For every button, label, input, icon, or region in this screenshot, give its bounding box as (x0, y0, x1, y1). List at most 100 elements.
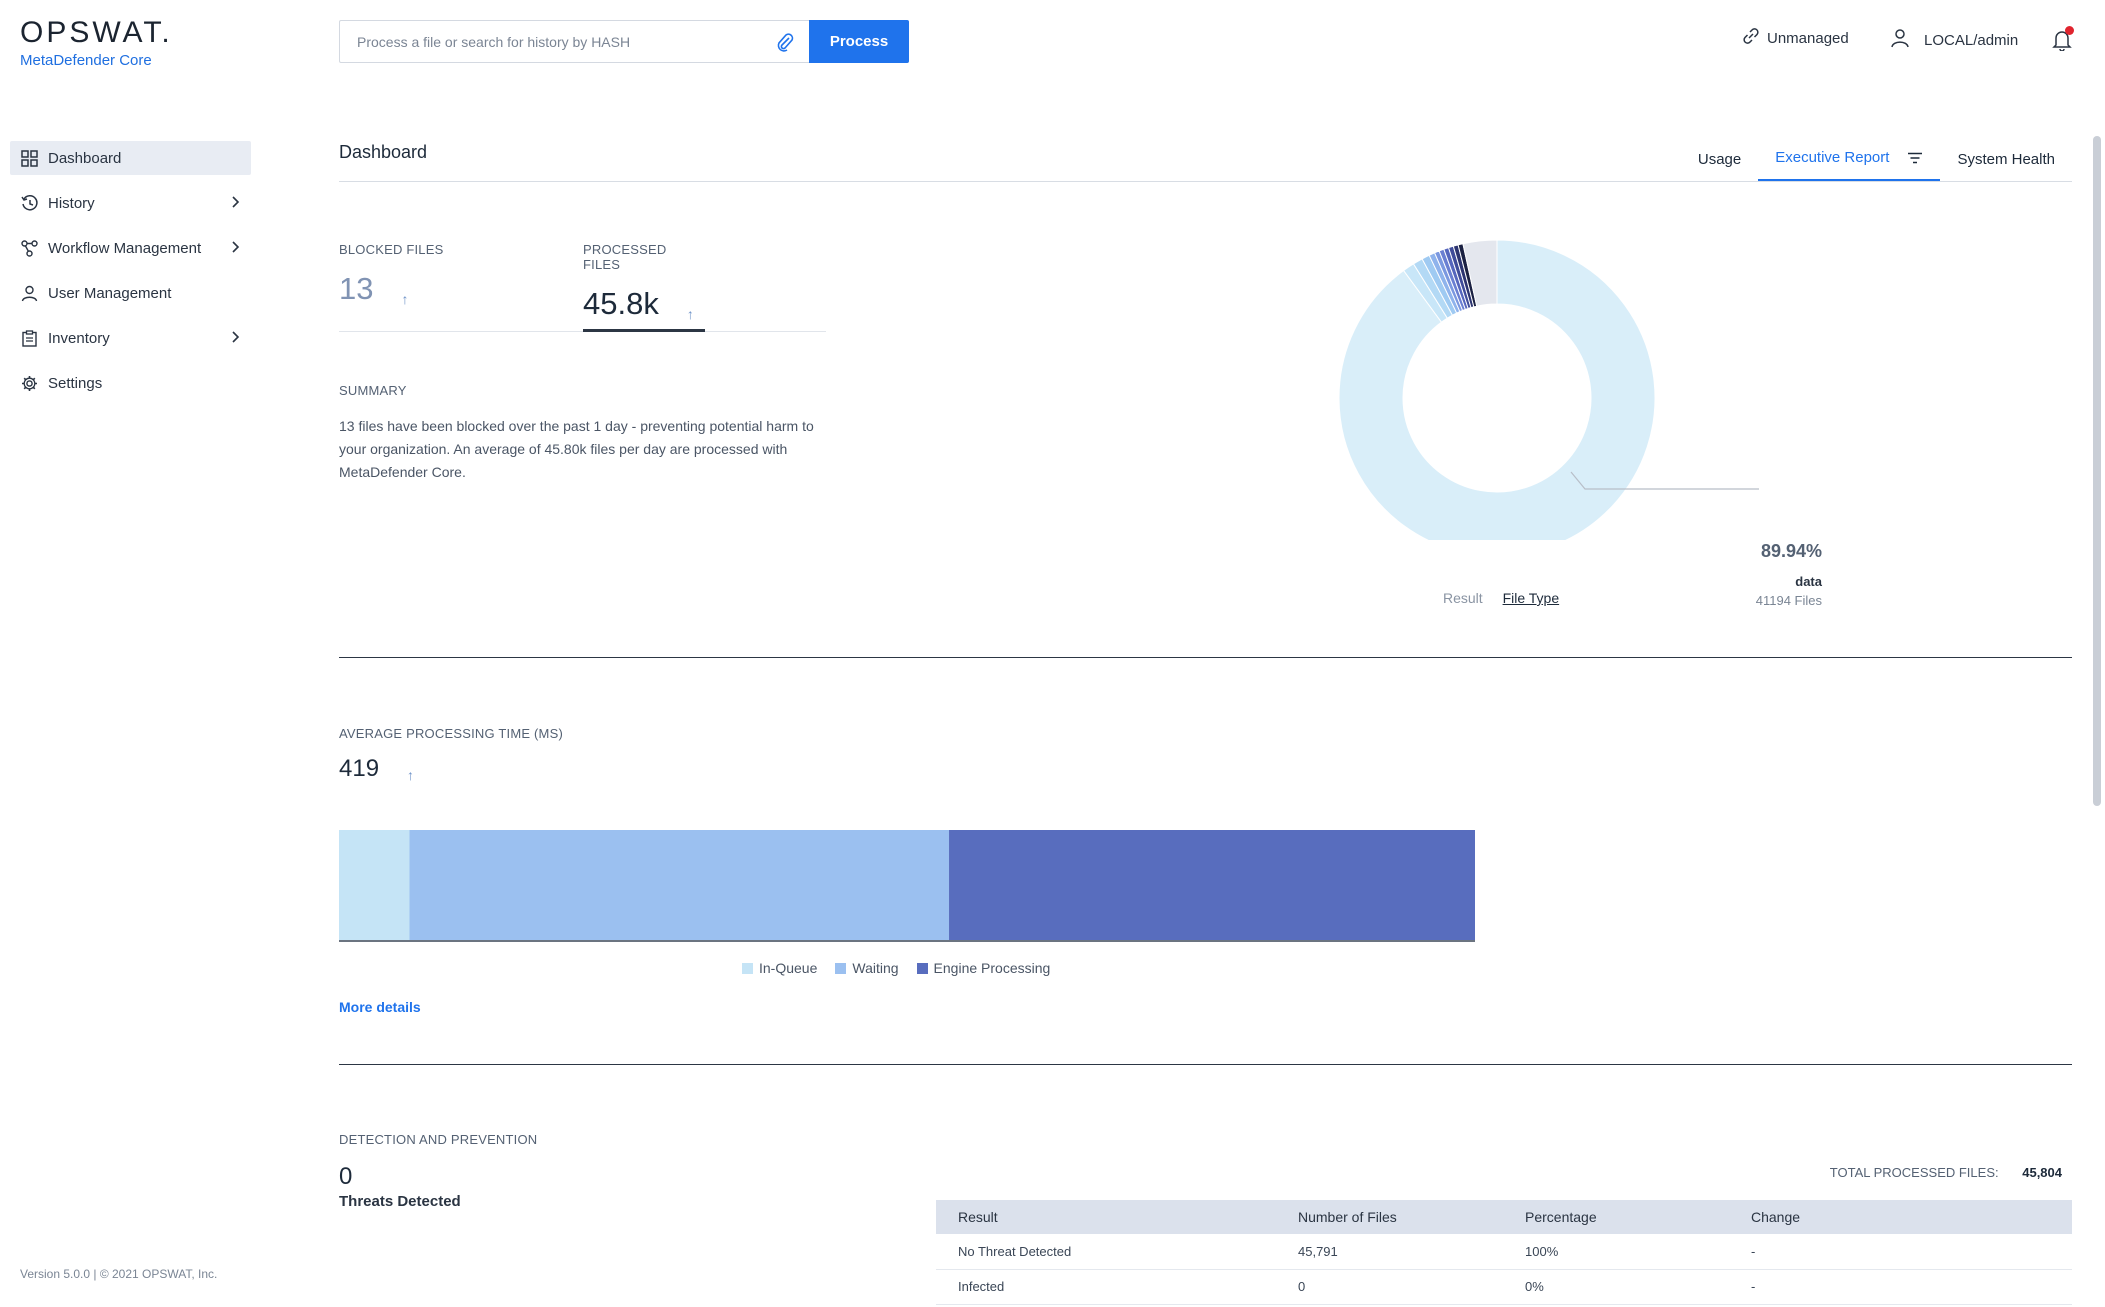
arrow-up-icon: ↑ (407, 767, 415, 783)
processing-legend: In-Queue Waiting Engine Processing (742, 960, 1068, 976)
paperclip-icon[interactable] (775, 32, 795, 55)
link-icon (1743, 28, 1759, 48)
notification-badge (2065, 26, 2074, 35)
workflow-icon (20, 239, 38, 257)
processing-label: AVERAGE PROCESSING TIME (MS) (339, 726, 563, 741)
threats-label: Threats Detected (339, 1193, 461, 1210)
total-processed: TOTAL PROCESSED FILES: 45,804 (1830, 1165, 2062, 1180)
callout-label: data (1795, 574, 1822, 589)
product-name: MetaDefender Core (20, 52, 152, 69)
legend-waiting: Waiting (835, 960, 899, 976)
donut-callout-detail: data 41194 Files (1739, 574, 1822, 608)
section-divider (339, 1064, 2072, 1065)
tab-usage[interactable]: Usage (1697, 150, 1742, 168)
chevron-right-icon (231, 330, 241, 348)
bar-segment-waiting[interactable] (409, 830, 950, 940)
filter-icon[interactable] (1907, 152, 1923, 164)
column-header[interactable]: Change (1729, 1200, 2072, 1234)
bar-segment-engine-processing[interactable] (949, 830, 1475, 940)
page-title: Dashboard (339, 142, 428, 162)
gear-icon (20, 374, 38, 392)
table-header-row: Result Number of Files Percentage Change (936, 1200, 2072, 1234)
kpi-blocked-files[interactable]: BLOCKED FILES 13 ↑ (339, 242, 579, 307)
callout-percent: 89.94% (1760, 541, 1822, 561)
donut-callout: 89.94% (1739, 541, 1822, 562)
legend-engine-processing: Engine Processing (916, 960, 1051, 976)
summary-section: SUMMARY 13 files have been blocked over … (339, 383, 829, 484)
table-row[interactable]: Infected 0 0% - (936, 1269, 2072, 1305)
bell-icon (2052, 26, 2074, 55)
legend-in-queue: In-Queue (742, 960, 817, 976)
summary-label: SUMMARY (339, 383, 407, 398)
arrow-up-icon: ↑ (401, 291, 409, 307)
processing-time-section: AVERAGE PROCESSING TIME (MS) 419 ↑ (339, 726, 563, 783)
sidebar-item-workflow-management[interactable]: Workflow Management (10, 231, 251, 265)
section-divider (339, 657, 2072, 658)
file-type-donut-chart (1339, 240, 1759, 540)
user-menu[interactable]: LOCAL/admin (1890, 28, 2018, 52)
kpi-divider (339, 331, 826, 332)
kpi-label: BLOCKED FILES (339, 242, 444, 257)
search-input[interactable] (357, 33, 767, 50)
sidebar-item-label: Settings (48, 374, 103, 392)
cell-result: Infected (936, 1269, 1276, 1305)
processing-value: 419 (339, 755, 380, 782)
arrow-up-icon: ↑ (686, 306, 694, 322)
history-icon (20, 194, 38, 212)
threats-value: 0 (339, 1163, 353, 1190)
header-divider (339, 181, 2072, 182)
column-header[interactable]: Result (936, 1200, 1276, 1234)
sidebar-item-label: Workflow Management (48, 239, 202, 257)
process-button[interactable]: Process (809, 20, 909, 63)
toggle-file-type[interactable]: File Type (1502, 590, 1560, 606)
detection-table: Result Number of Files Percentage Change… (936, 1200, 2072, 1305)
brand-logo[interactable]: OPSWAT. MetaDefender Core (20, 16, 173, 69)
column-header[interactable]: Percentage (1503, 1200, 1729, 1234)
notifications-button[interactable] (2052, 26, 2074, 55)
cell-result: No Threat Detected (936, 1234, 1276, 1270)
sidebar-item-label: User Management (48, 284, 172, 302)
processing-time-stacked-bar (339, 830, 1475, 942)
cell-percent: 100% (1503, 1234, 1729, 1270)
grid-icon (20, 149, 38, 167)
cell-change: - (1729, 1234, 2072, 1270)
sidebar-item-dashboard[interactable]: Dashboard (10, 141, 251, 175)
sidebar-item-history[interactable]: History (10, 186, 251, 220)
table-row[interactable]: No Threat Detected 45,791 100% - (936, 1234, 2072, 1270)
tab-executive-report[interactable]: Executive Report (1758, 136, 1941, 182)
legend-label: In-Queue (759, 960, 818, 976)
tab-system-health[interactable]: System Health (1957, 150, 2055, 168)
cell-change: - (1729, 1269, 2072, 1305)
sidebar-item-inventory[interactable]: Inventory (10, 321, 251, 355)
callout-files: 41194 Files (1755, 593, 1822, 608)
bar-segment-in-queue[interactable] (339, 830, 410, 940)
sidebar-item-label: Dashboard (48, 149, 122, 167)
legend-label: Waiting (852, 960, 899, 976)
cell-percent: 0% (1503, 1269, 1729, 1305)
brand-name: OPSWAT. (20, 16, 173, 49)
more-details-link[interactable]: More details (339, 999, 421, 1015)
kpi-label: PROCESSED FILES (583, 242, 667, 272)
sidebar-item-settings[interactable]: Settings (10, 366, 251, 400)
sidebar-item-label: History (48, 194, 95, 212)
version-footer: Version 5.0.0 | © 2021 OPSWAT, Inc. (20, 1267, 218, 1281)
donut-slice-11[interactable] (1462, 240, 1498, 307)
kpi-processed-files[interactable]: PROCESSED FILES 45.8k ↑ (583, 242, 705, 322)
toggle-result[interactable]: Result (1443, 590, 1483, 606)
donut-slice-0[interactable] (1339, 240, 1656, 540)
column-header[interactable]: Number of Files (1276, 1200, 1503, 1234)
cell-count: 45,791 (1276, 1234, 1503, 1270)
dashboard-tabs: Usage Executive Report System Health (1681, 136, 2072, 182)
detection-label: DETECTION AND PREVENTION (339, 1132, 538, 1147)
clipboard-icon (20, 329, 38, 347)
search-box (339, 20, 809, 63)
unmanaged-status[interactable]: Unmanaged (1743, 28, 1849, 48)
donut-callout-line (1570, 471, 1759, 490)
page-scrollbar[interactable] (2093, 136, 2101, 806)
legend-swatch (916, 962, 928, 974)
sidebar: OPSWAT. MetaDefender Core Dashboard Hist… (0, 0, 270, 1307)
cell-count: 0 (1276, 1269, 1503, 1305)
legend-label: Engine Processing (933, 960, 1051, 976)
kpi-active-underline (583, 329, 705, 332)
sidebar-item-user-management[interactable]: User Management (10, 276, 251, 310)
